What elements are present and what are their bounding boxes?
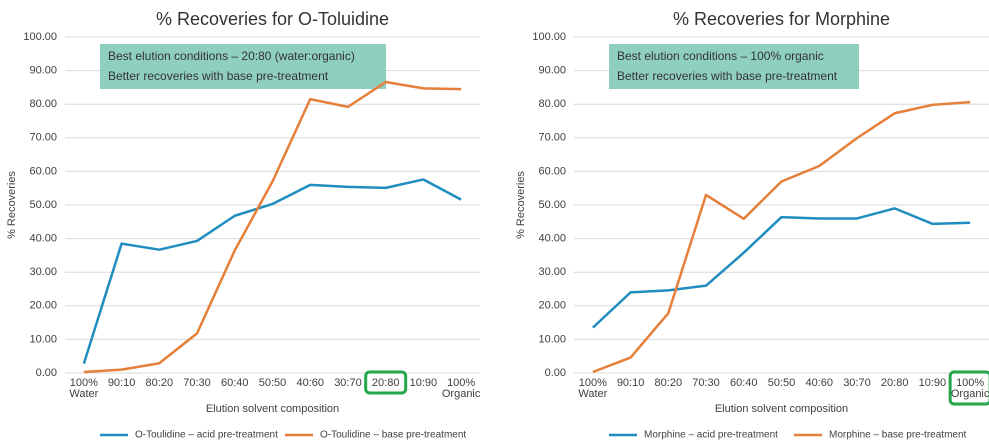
- y-tick-label: 80.00: [29, 98, 57, 110]
- x-tick-label: 30:70: [334, 377, 362, 389]
- annotation-text: Best elution conditions – 100% organic: [617, 49, 824, 63]
- series-line: [83, 80, 462, 374]
- x-tick-label: 20:80: [881, 377, 909, 389]
- y-tick-label: 20.00: [538, 300, 566, 312]
- x-tick-label: 80:20: [146, 377, 174, 389]
- x-tick-label: 100% Organic: [442, 377, 481, 400]
- y-tick-label: 20.00: [29, 300, 57, 312]
- y-tick-label: 60.00: [29, 165, 57, 177]
- x-tick-label-line: 100%: [579, 377, 607, 389]
- x-tick-label: 90:10: [108, 377, 136, 389]
- x-tick-label: 90:10: [617, 377, 645, 389]
- y-tick-label: 40.00: [29, 233, 57, 245]
- y-tick-label: 100.00: [23, 31, 57, 43]
- x-axis-title: Elution solvent composition: [715, 403, 848, 415]
- y-tick-label: 0.00: [36, 367, 57, 379]
- y-tick-label: 40.00: [538, 233, 566, 245]
- highlight-box: [364, 370, 408, 395]
- y-axis-title: % Recoveries: [515, 171, 527, 239]
- annotation-box: [609, 44, 859, 89]
- x-tick-label: 50:50: [768, 377, 796, 389]
- x-tick-label: 30:70: [843, 377, 871, 389]
- highlight-box: [948, 370, 989, 406]
- series-line: [592, 100, 971, 374]
- y-tick-label: 50.00: [538, 199, 566, 211]
- legend-label: O-Toulidine – acid pre-treatment: [135, 430, 278, 441]
- annotation-text: Better recoveries with base pre-treatmen…: [617, 69, 838, 83]
- y-tick-label: 70.00: [538, 132, 566, 144]
- x-tick-label: 100% Organic: [951, 377, 989, 400]
- x-tick-label: 40:60: [805, 377, 833, 389]
- y-tick-label: 30.00: [29, 266, 57, 278]
- x-tick-label: 80:20: [655, 377, 683, 389]
- x-tick-label: 50:50: [259, 377, 287, 389]
- legend-label: O-Toulidine – base pre-treatment: [320, 430, 466, 441]
- chart-title: % Recoveries for Morphine: [673, 9, 890, 29]
- x-axis-title: Elution solvent composition: [206, 403, 339, 415]
- annotation-text: Best elution conditions – 20:80 (water:o…: [108, 49, 355, 63]
- y-tick-label: 30.00: [538, 266, 566, 278]
- y-tick-label: 70.00: [29, 132, 57, 144]
- series-line: [82, 178, 462, 364]
- y-tick-label: 0.00: [545, 367, 566, 379]
- series-line: [592, 207, 971, 329]
- y-tick-label: 90.00: [29, 65, 57, 77]
- x-tick-label: 10:90: [410, 377, 438, 389]
- x-tick-label: 40:60: [296, 377, 324, 389]
- x-tick-label: 10:90: [919, 377, 947, 389]
- x-tick-label-line: Water: [578, 388, 607, 400]
- annotation-box: [100, 44, 386, 89]
- x-tick-label: 70:30: [183, 377, 211, 389]
- y-tick-label: 100.00: [532, 31, 566, 43]
- x-tick-label-line: 100%: [447, 377, 475, 389]
- chart-title: % Recoveries for O-Toluidine: [156, 9, 389, 29]
- y-tick-label: 10.00: [29, 333, 57, 345]
- legend-label: Morphine – base pre-treatment: [829, 430, 967, 441]
- x-tick-label: 70:30: [692, 377, 720, 389]
- x-tick-label: 60:40: [730, 377, 758, 389]
- annotation-text: Better recoveries with base pre-treatmen…: [108, 69, 329, 83]
- x-tick-label-line: 100%: [70, 377, 98, 389]
- y-tick-label: 60.00: [538, 165, 566, 177]
- legend-label: Morphine – acid pre-treatment: [644, 430, 778, 441]
- x-tick-label-line: Organic: [951, 388, 989, 400]
- y-tick-label: 80.00: [538, 98, 566, 110]
- x-tick-label: 20:80: [372, 377, 400, 389]
- y-tick-label: 90.00: [538, 65, 566, 77]
- x-tick-label-line: Water: [69, 388, 98, 400]
- y-tick-label: 50.00: [29, 199, 57, 211]
- x-tick-label: 60:40: [221, 377, 249, 389]
- x-tick-label-line: Organic: [442, 388, 481, 400]
- x-tick-label: 100% Water: [69, 377, 98, 400]
- y-axis-title: % Recoveries: [6, 171, 18, 239]
- x-tick-label-line: 100%: [956, 377, 984, 389]
- y-tick-label: 10.00: [538, 333, 566, 345]
- x-tick-label: 100% Water: [578, 377, 607, 400]
